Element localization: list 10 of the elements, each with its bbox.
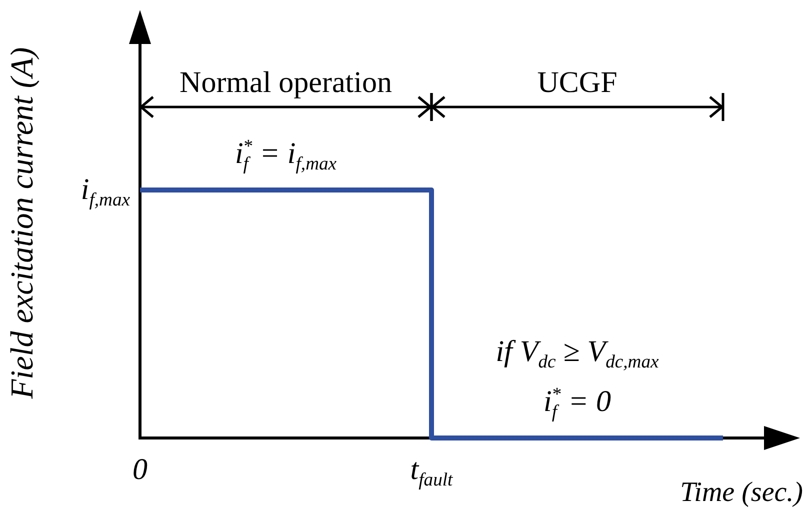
annotation: i$_{f,max}$ [80, 172, 130, 210]
y-axis-title: Field excitation current (A) [4, 47, 40, 399]
x-tick-label: 0 [132, 452, 148, 488]
x-tick-label: t$_{fault}$ [410, 452, 453, 490]
annotation: i$_{f}$$^{*}$ = i$_{f,max}$ [234, 136, 337, 174]
x-axis-title: Time (sec.) [680, 476, 803, 509]
annotation: if V$_{dc}$ ≥ V$_{dc,max}$ [496, 334, 659, 372]
text: Normal operation [180, 66, 392, 100]
text: UCGF [537, 66, 618, 100]
annotation: i$_{f}$$^{*}$ = 0 [544, 384, 611, 422]
